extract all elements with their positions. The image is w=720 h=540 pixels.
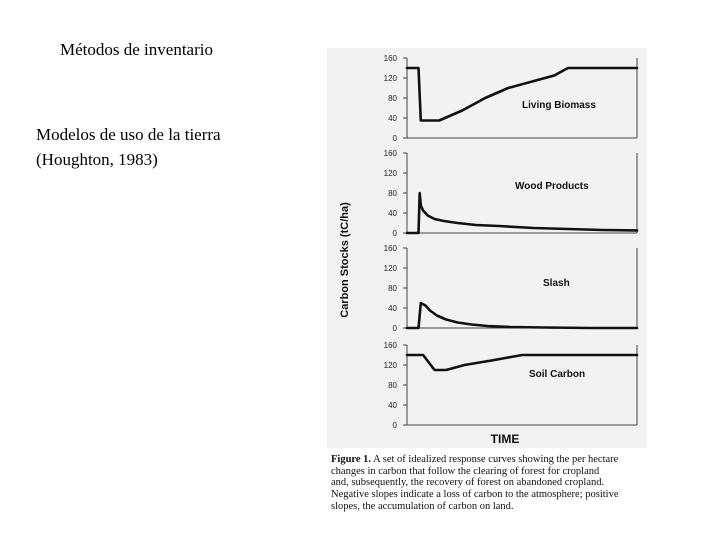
caption-line-2: changes in carbon that follow the cleari… xyxy=(331,465,600,477)
figure-caption: Figure 1. A set of idealized response cu… xyxy=(331,454,651,513)
subtitle-line-1: Modelos de uso de la tierra xyxy=(36,125,221,144)
subtitle-line-2: (Houghton, 1983) xyxy=(36,150,158,169)
y-tick-label: 160 xyxy=(384,341,398,350)
y-tick-label: 80 xyxy=(388,381,397,390)
y-tick-label: 0 xyxy=(393,229,398,238)
panel-label-living-biomass: Living Biomass xyxy=(522,100,596,111)
caption-label: Figure 1. xyxy=(331,454,372,465)
y-tick-label: 80 xyxy=(388,94,397,103)
y-tick-label: 160 xyxy=(384,54,398,63)
caption-line-3: and, subsequently, the recovery of fores… xyxy=(331,477,605,489)
y-axis-label: Carbon Stocks (tC/ha) xyxy=(339,202,351,318)
panel-label-wood-products: Wood Products xyxy=(515,181,589,192)
y-tick-label: 40 xyxy=(388,209,397,218)
y-tick-label: 120 xyxy=(384,169,398,178)
y-tick-label: 40 xyxy=(388,401,397,410)
y-tick-label: 40 xyxy=(388,304,397,313)
panel-living-biomass: 0 40 80 120 160 Living Biomass xyxy=(384,54,639,143)
y-tick-label: 80 xyxy=(388,284,397,293)
y-tick-label: 0 xyxy=(393,134,398,143)
series-line-slash xyxy=(405,301,639,330)
panel-wood-products: 0 40 80 120 160 Wood Products xyxy=(384,149,639,238)
slide-title: Métodos de inventario xyxy=(60,40,213,59)
caption-line-5: slopes, the accumulation of carbon on la… xyxy=(331,500,514,512)
y-tick-label: 40 xyxy=(388,114,397,123)
panel-slash: 0 40 80 120 160 Slash xyxy=(384,244,639,333)
panel-label-slash: Slash xyxy=(543,278,570,289)
y-tick-label: 120 xyxy=(384,74,398,83)
series-line-soil-carbon xyxy=(405,353,639,372)
y-tick-label: 120 xyxy=(384,264,398,273)
series-line-living-biomass xyxy=(405,66,639,122)
series-line-wood-products xyxy=(405,191,639,235)
carbon-response-chart: Carbon Stocks (tC/ha) TIME 0 40 80 120 160 Li… xyxy=(327,48,647,448)
x-axis-label: TIME xyxy=(491,432,520,446)
y-tick-label: 160 xyxy=(384,244,398,253)
y-tick-label: 160 xyxy=(384,149,398,158)
caption-line-4: Negative slopes indicate a loss of carbo… xyxy=(331,489,619,501)
slide-subtitle: Modelos de uso de la tierra (Houghton, 1… xyxy=(36,122,221,172)
y-tick-label: 80 xyxy=(388,189,397,198)
y-tick-label: 120 xyxy=(384,361,398,370)
y-tick-label: 0 xyxy=(393,421,398,430)
panel-label-soil-carbon: Soil Carbon xyxy=(529,369,585,380)
y-tick-label: 0 xyxy=(393,324,398,333)
caption-line-1: Figure 1. A set of idealized response cu… xyxy=(331,454,619,465)
panel-soil-carbon: 0 40 80 120 160 Soil Carbon xyxy=(384,341,639,430)
